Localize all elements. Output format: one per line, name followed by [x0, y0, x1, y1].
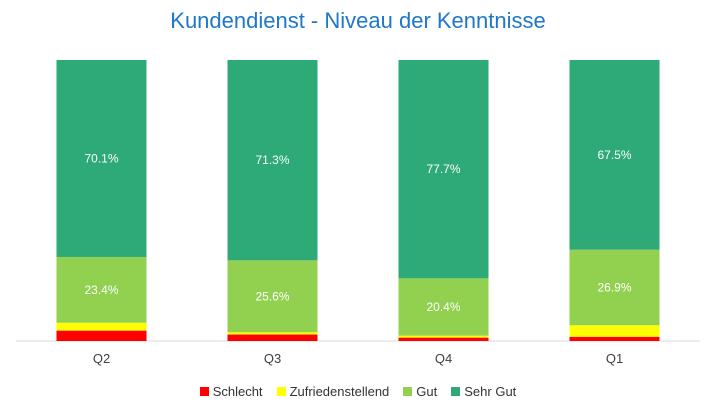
- legend-label-zufriedenstellend: Zufriedenstellend: [289, 384, 390, 399]
- legend-item-zufriedenstellend: Zufriedenstellend: [276, 384, 390, 399]
- legend-swatch-schlecht: [199, 387, 209, 396]
- bar-segment-gut-q1: [569, 249, 660, 326]
- legend-swatch-sehr-gut: [451, 387, 461, 396]
- legend: Schlecht Zufriedenstellend Gut Sehr Gut: [0, 384, 716, 399]
- x-tick-label-q1: Q1: [606, 351, 623, 366]
- bar-segment-gut-q4: [398, 278, 489, 336]
- legend-label-gut: Gut: [416, 384, 438, 399]
- legend-label-schlecht: Schlecht: [212, 384, 263, 399]
- x-tick-label-q3: Q3: [264, 351, 281, 366]
- bar-segment-zufriedenstellend-q4: [398, 335, 489, 338]
- legend-item-schlecht: Schlecht: [199, 384, 263, 399]
- bar-segment-zufriedenstellend-q1: [569, 325, 660, 337]
- bar-segment-gut-q3: [227, 260, 318, 333]
- legend-item-gut: Gut: [403, 384, 437, 399]
- bar-segment-schlecht-q4: [398, 337, 489, 341]
- data-label-sehr-gut-q4: 77.7%: [426, 162, 460, 176]
- bar-segment-schlecht-q3: [227, 334, 318, 341]
- bar-segment-zufriedenstellend-q3: [227, 332, 318, 335]
- x-tick-label-q2: Q2: [93, 351, 110, 366]
- legend-item-sehr-gut: Sehr Gut: [451, 384, 516, 399]
- bar-segment-sehr-gut-q2: [56, 60, 147, 257]
- bar-segment-sehr-gut-q3: [227, 60, 318, 261]
- data-label-sehr-gut-q1: 67.5%: [597, 148, 631, 162]
- bar-segment-sehr-gut-q1: [569, 60, 660, 250]
- bar-segment-zufriedenstellend-q2: [56, 322, 147, 331]
- legend-swatch-zufriedenstellend: [276, 387, 286, 396]
- chart-title: Kundendienst - Niveau der Kenntnisse: [170, 8, 546, 33]
- legend-label-sehr-gut: Sehr Gut: [464, 384, 517, 399]
- data-label-sehr-gut-q2: 70.1%: [84, 151, 118, 165]
- bar-segment-schlecht-q2: [56, 330, 147, 341]
- bar-segment-gut-q2: [56, 256, 147, 323]
- legend-swatch-gut: [403, 387, 413, 396]
- data-label-gut-q4: 20.4%: [426, 300, 460, 314]
- bar-segment-schlecht-q1: [569, 336, 660, 341]
- data-label-gut-q3: 25.6%: [255, 289, 289, 303]
- data-label-gut-q1: 26.9%: [597, 280, 631, 294]
- data-label-sehr-gut-q3: 71.3%: [255, 153, 289, 167]
- x-tick-label-q4: Q4: [435, 351, 452, 366]
- bar-segment-sehr-gut-q4: [398, 60, 489, 279]
- data-label-gut-q2: 23.4%: [84, 283, 118, 297]
